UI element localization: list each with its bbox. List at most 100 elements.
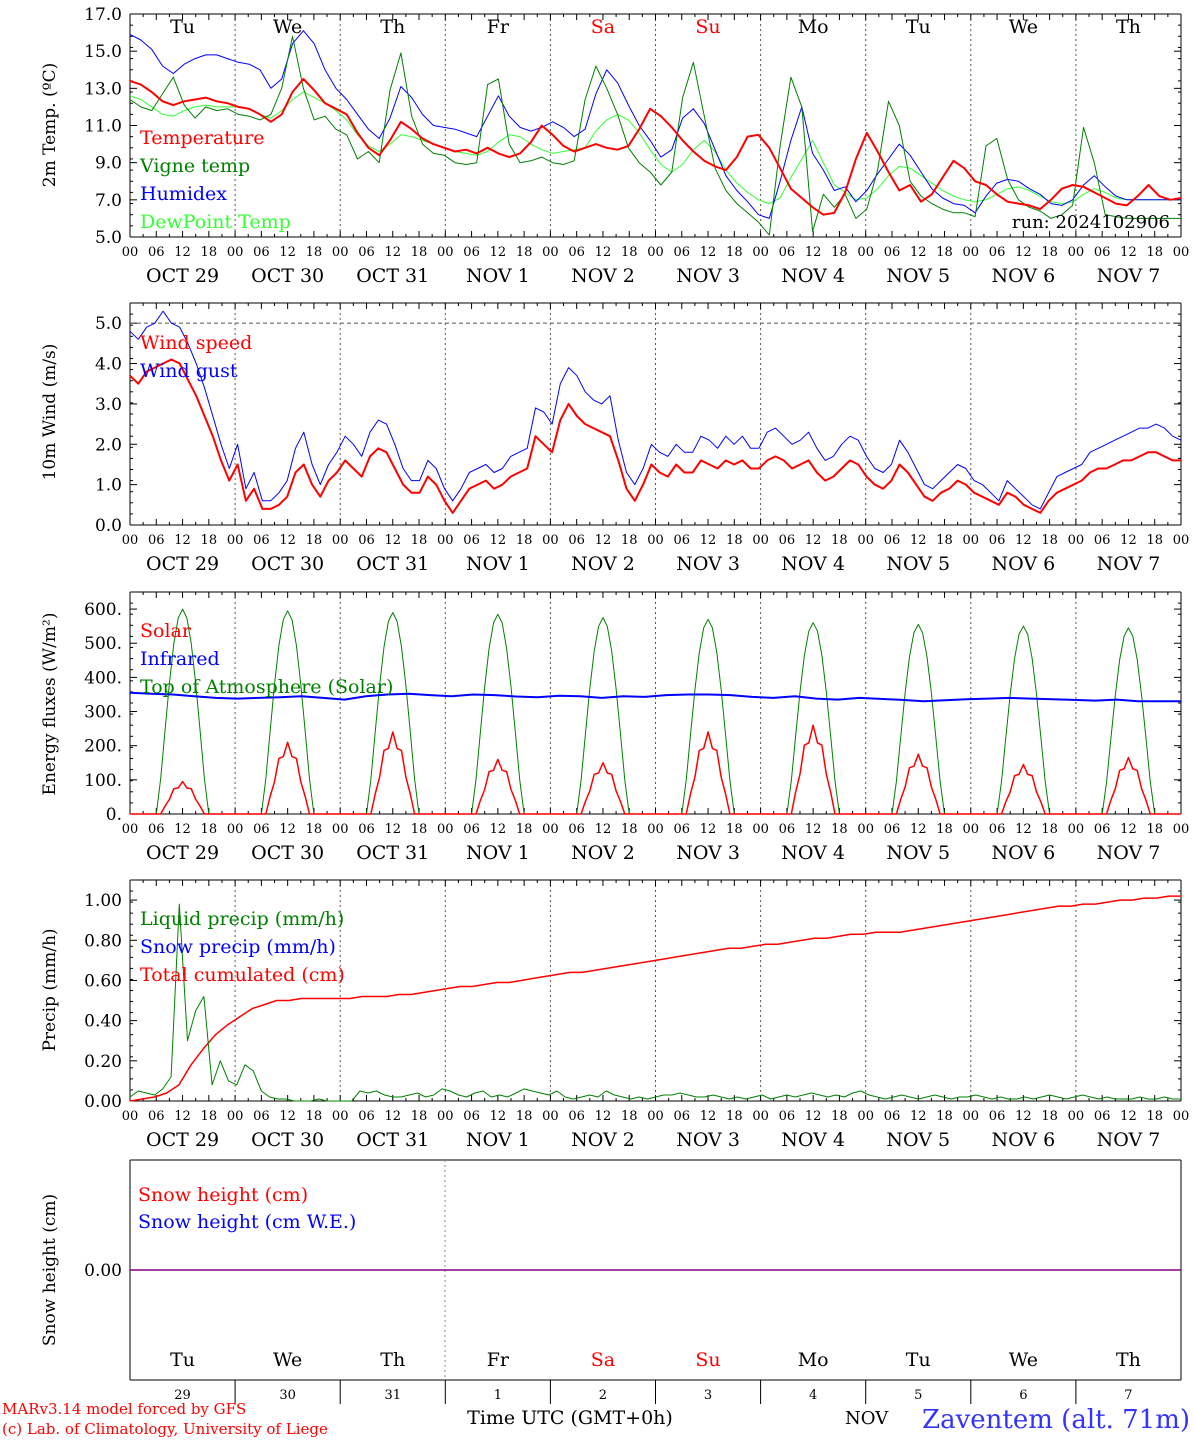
hour-tick-label: 12 (595, 245, 612, 260)
hour-tick-label: 12 (384, 822, 401, 837)
day-number-label: 7 (1124, 1388, 1132, 1403)
legend-liquid-precip: Liquid precip (mm/h) (140, 908, 344, 930)
legend-infrared: Infrared (140, 648, 220, 670)
hour-tick-label: 18 (831, 822, 848, 837)
precip-grid: 0.00 0.20 0.40 0.60 0.80 1.00 00 06 12 18 OCT 29 00… (84, 879, 1189, 1151)
hour-tick-label: 12 (1015, 533, 1032, 548)
hour-tick-label: 12 (384, 533, 401, 548)
hour-tick-label: 06 (779, 822, 796, 837)
hour-tick-label: 00 (1173, 822, 1190, 837)
hour-tick-label: 00 (332, 1109, 349, 1124)
date-label: OCT 29 (146, 1129, 219, 1151)
hour-tick-label: 12 (910, 533, 927, 548)
hour-tick-label: 18 (306, 245, 323, 260)
hour-tick-label: 00 (1068, 1109, 1085, 1124)
date-label: OCT 30 (251, 842, 324, 864)
precip-series (129, 895, 1181, 1102)
date-label: NOV 1 (466, 1129, 530, 1151)
hour-tick-label: 06 (674, 1109, 691, 1124)
day-name-label: We (1009, 1349, 1038, 1371)
hour-tick-label: 18 (831, 1109, 848, 1124)
date-label: NOV 7 (1097, 553, 1161, 575)
hour-tick-label: 12 (910, 822, 927, 837)
hour-tick-label: 00 (857, 1109, 874, 1124)
y-tick-label: 0. (106, 805, 122, 825)
hour-tick-label: 06 (148, 1109, 165, 1124)
hour-tick-label: 18 (201, 245, 218, 260)
hour-tick-label: 18 (1146, 245, 1163, 260)
hour-tick-label: 12 (174, 533, 191, 548)
hour-tick-label: 06 (674, 822, 691, 837)
date-label: NOV 4 (781, 265, 845, 287)
energy-series (129, 608, 1181, 815)
y-tick-label: 0.00 (84, 1092, 122, 1112)
temp-grid: 5.0 7.0 9.0 11.0 13.0 15.0 17.0 00 06 12 18 OCT 29 0… (84, 5, 1189, 287)
hour-tick-label: 00 (963, 822, 980, 837)
hour-tick-label: 00 (1173, 245, 1190, 260)
hour-tick-label: 00 (122, 822, 139, 837)
hour-tick-label: 06 (253, 822, 270, 837)
y-tick-label: 7.0 (95, 191, 122, 211)
day-number-label: 29 (174, 1388, 191, 1403)
hour-tick-label: 18 (831, 245, 848, 260)
day-name-label: We (273, 1349, 302, 1371)
hour-tick-label: 06 (674, 533, 691, 548)
hour-tick-label: 12 (595, 1109, 612, 1124)
hour-tick-label: 00 (122, 1109, 139, 1124)
hour-tick-label: 00 (122, 245, 139, 260)
date-label: NOV 1 (466, 553, 530, 575)
hour-tick-label: 18 (411, 245, 428, 260)
hour-tick-label: 00 (332, 822, 349, 837)
hour-tick-label: 06 (779, 245, 796, 260)
hour-tick-label: 12 (1015, 822, 1032, 837)
hour-tick-label: 06 (463, 245, 480, 260)
hour-tick-label: 06 (884, 245, 901, 260)
hour-tick-label: 18 (516, 1109, 533, 1124)
legend-solar: Solar (140, 620, 192, 642)
y-tick-label: 4.0 (95, 355, 122, 375)
day-number-label: 1 (494, 1388, 502, 1403)
y-tick-label: 400. (84, 668, 122, 688)
hour-tick-label: 18 (411, 822, 428, 837)
hour-tick-label: 12 (595, 533, 612, 548)
hour-tick-label: 12 (700, 822, 717, 837)
temp-series (129, 30, 1182, 236)
hour-tick-label: 12 (490, 245, 507, 260)
y-tick-label: 15.0 (84, 42, 122, 62)
date-label: NOV 5 (886, 553, 950, 575)
month-label: NOV (845, 1408, 889, 1429)
panel-snow: 0.00 Tu 29 We 30 Th 31 Fr 1 Sa 2 Su 3 Mo 4 Tu 5 We 6 Th 7 Sn… (40, 1159, 1182, 1404)
series-dewpoint-temp (129, 91, 1181, 205)
series-wind-speed (129, 358, 1181, 514)
date-label: OCT 30 (251, 553, 324, 575)
hour-tick-label: 06 (884, 1109, 901, 1124)
hour-tick-label: 00 (752, 533, 769, 548)
hour-tick-label: 18 (516, 245, 533, 260)
hour-tick-label: 06 (1094, 245, 1111, 260)
hour-tick-label: 12 (1120, 822, 1137, 837)
date-label: NOV 1 (466, 265, 530, 287)
hour-tick-label: 00 (1173, 533, 1190, 548)
panel-energy: 0. 100. 200. 300. 400. 500. 600. 00 06 12 18 OCT 29… (40, 591, 1190, 864)
y-tick-label: 200. (84, 737, 122, 757)
hour-tick-label: 06 (568, 245, 585, 260)
hour-tick-label: 12 (1120, 1109, 1137, 1124)
legend-snow-height: Snow height (cm) (138, 1184, 308, 1206)
y-tick-label: 1.0 (95, 476, 122, 496)
hour-tick-label: 12 (174, 822, 191, 837)
hour-tick-label: 12 (595, 822, 612, 837)
hour-tick-label: 18 (306, 1109, 323, 1124)
hour-tick-label: 12 (490, 1109, 507, 1124)
hour-tick-label: 06 (253, 1109, 270, 1124)
hour-tick-label: 18 (201, 822, 218, 837)
day-name-label: Fr (487, 16, 510, 38)
day-number-label: 4 (809, 1388, 817, 1403)
hour-tick-label: 18 (726, 533, 743, 548)
hour-tick-label: 00 (857, 533, 874, 548)
hour-tick-label: 00 (857, 822, 874, 837)
hour-tick-label: 12 (279, 533, 296, 548)
hour-tick-label: 00 (752, 1109, 769, 1124)
hour-tick-label: 06 (1094, 533, 1111, 548)
series-wind-gust (129, 310, 1182, 510)
